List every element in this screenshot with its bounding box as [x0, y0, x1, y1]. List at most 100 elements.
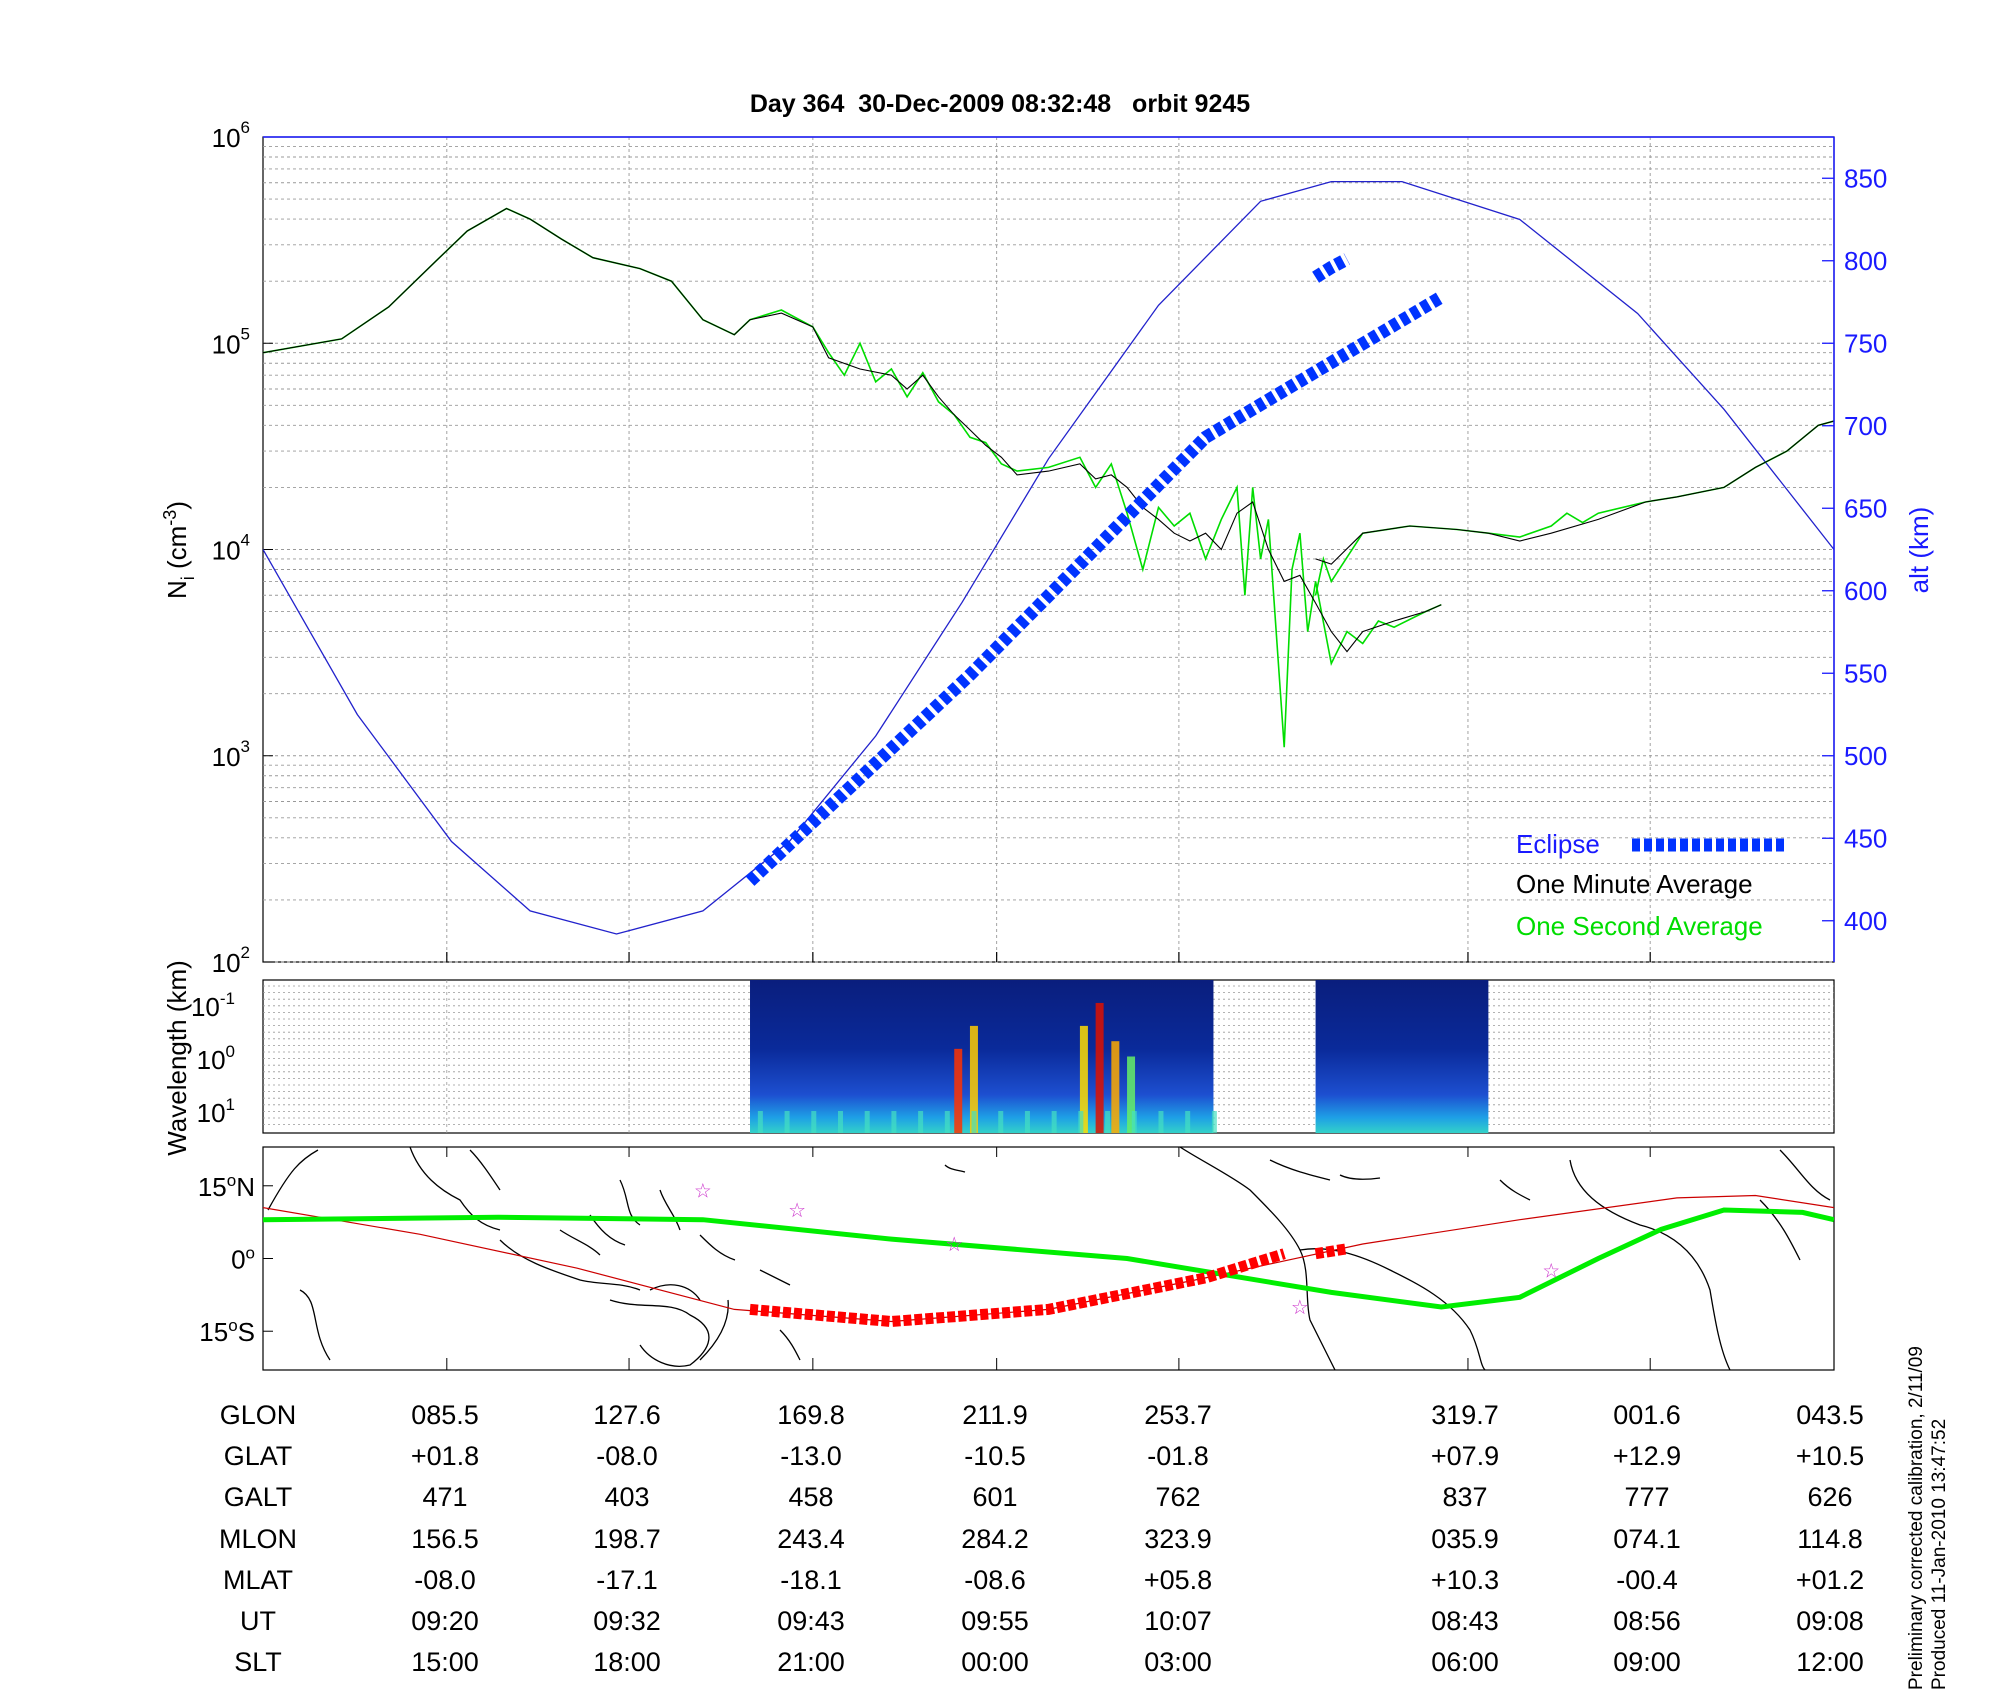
- table-cell: -17.1: [596, 1564, 658, 1595]
- y-tick-label: 105: [212, 324, 250, 359]
- altitude-y2-ticks: 400 450 500 550 600 650 700 750 800 850: [1822, 163, 1887, 936]
- one-second-segment: [263, 207, 1442, 748]
- table-cell: 211.9: [962, 1400, 1028, 1430]
- legend-second-label: One Second Average: [1516, 911, 1763, 941]
- y-tick-label: 106: [212, 118, 250, 153]
- eclipse-track-segment: [749, 1248, 1286, 1328]
- footer-line-1: Preliminary corrected calibration, 2/11/…: [1906, 1346, 1927, 1690]
- y2-tick-label: 450: [1844, 823, 1887, 853]
- map-grid: [446, 1147, 1651, 1370]
- spec-y-tick-label: 100: [197, 1042, 235, 1075]
- one-minute-segment: [263, 207, 1442, 653]
- spectrogram-band: [837, 1111, 843, 1133]
- table-cell: +01.2: [1795, 1564, 1865, 1595]
- table-cell: 198.7: [593, 1523, 661, 1554]
- spectrogram-data: [750, 980, 1489, 1133]
- spec-y-tick-label: 101: [197, 1095, 235, 1128]
- table-cell: +01.8: [410, 1441, 480, 1472]
- table-cell: 09:00: [1613, 1647, 1681, 1678]
- spectrogram-band: [1078, 1111, 1084, 1133]
- map-y-tick-label: 0o: [231, 1244, 255, 1275]
- table-cell: 471: [422, 1482, 468, 1513]
- table-cell: 03:00: [1144, 1647, 1212, 1678]
- table-cell: 035.9: [1431, 1523, 1499, 1554]
- y2-tick-label: 400: [1844, 906, 1887, 936]
- map-y-ticks: 15oN 0o 15oS: [198, 1171, 273, 1347]
- spectrogram-peak: [1079, 1025, 1088, 1133]
- star-marker: ☆: [1542, 1261, 1560, 1283]
- table-cell: +10.5: [1795, 1441, 1865, 1472]
- spectrogram-y-ticks: 10-1 100 101: [191, 989, 235, 1128]
- table-cell: 319.7: [1431, 1400, 1499, 1430]
- table-row-label: UT: [240, 1606, 276, 1636]
- spectrogram-band: [891, 1111, 897, 1133]
- eclipse-track-segment: [1314, 1243, 1348, 1260]
- table-cell: -18.1: [780, 1564, 842, 1595]
- spectrogram-band: [811, 1111, 817, 1133]
- spectrogram-band: [998, 1111, 1004, 1133]
- y2-tick-label: 700: [1844, 411, 1887, 441]
- table-cell: 458: [788, 1482, 834, 1513]
- table-cell: 253.7: [1144, 1400, 1212, 1430]
- map-stars: ☆ ☆ ☆ ☆ ☆: [694, 1181, 1560, 1319]
- table-cell: 156.5: [411, 1523, 479, 1554]
- table-cell: 09:32: [593, 1606, 661, 1636]
- spectrogram-band: [864, 1111, 870, 1133]
- table-cell: 243.4: [777, 1523, 845, 1554]
- table-row-label: GLON: [219, 1400, 297, 1430]
- spectrogram-band: [1211, 1111, 1217, 1133]
- table-cell: 21:00: [777, 1647, 845, 1678]
- table-cell: 626: [1807, 1482, 1853, 1513]
- table-cell: 777: [1624, 1482, 1670, 1513]
- table-cell: 074.1: [1613, 1523, 1681, 1554]
- table-cell: 127.6: [593, 1400, 661, 1430]
- table-cell: 15:00: [411, 1647, 479, 1678]
- spectrogram-peak: [1095, 1002, 1104, 1133]
- table-cell: 09:20: [411, 1606, 479, 1636]
- spectrogram-band: [1024, 1111, 1030, 1133]
- y-tick-label: 103: [212, 737, 250, 772]
- table-cell: +12.9: [1612, 1441, 1682, 1472]
- spectrogram-peak: [969, 1025, 978, 1133]
- spectrogram-peak: [1127, 1056, 1136, 1133]
- table-cell: 837: [1442, 1482, 1488, 1513]
- table-cell: -13.0: [780, 1441, 842, 1472]
- legend-minute-label: One Minute Average: [1516, 869, 1753, 899]
- table-row-label: GALT: [223, 1482, 293, 1513]
- spectrogram-ylabel: Wavelength (km): [162, 960, 192, 1156]
- magnetic-equator-line: [263, 1207, 1834, 1310]
- spectrogram-band: [918, 1111, 924, 1133]
- table-cell: 323.9: [1144, 1523, 1212, 1554]
- map-y-tick-label: 15oS: [199, 1316, 255, 1347]
- star-marker: ☆: [694, 1181, 712, 1203]
- density-ylabel: Ni (cm-3): [160, 501, 198, 599]
- table-cell: 08:56: [1613, 1606, 1681, 1636]
- map-coastlines: [267, 1147, 1831, 1370]
- table-cell: 00:00: [961, 1647, 1029, 1678]
- table-cell: 284.2: [961, 1523, 1029, 1554]
- y2-tick-label: 800: [1844, 246, 1887, 276]
- table-cell: -01.8: [1147, 1441, 1209, 1472]
- page-title: Day 364 30-Dec-2009 08:32:48 orbit 9245: [749, 90, 1251, 118]
- spectrogram-band: [1158, 1111, 1164, 1133]
- table-cell: 169.8: [777, 1400, 845, 1430]
- table-row-label: SLT: [234, 1647, 282, 1678]
- density-y-ticks: 102 103 104 105 106: [212, 118, 273, 978]
- table-cell: 09:55: [961, 1606, 1029, 1636]
- star-marker: ☆: [1291, 1297, 1309, 1319]
- spectrogram-band: [971, 1111, 977, 1133]
- spectrogram-band: [1105, 1111, 1111, 1133]
- calibration-footer: Preliminary corrected calibration, 2/11/…: [1905, 1346, 1951, 1690]
- eclipse-segment: [1312, 253, 1351, 283]
- spectrogram-band: [944, 1111, 950, 1133]
- eclipse-line: [745, 253, 1445, 886]
- table-cell: 762: [1155, 1482, 1201, 1513]
- table-row-label: MLAT: [222, 1564, 293, 1595]
- y2-tick-label: 500: [1844, 741, 1887, 771]
- footer-line-2: Produced 11-Jan-2010 13:47:52: [1929, 1418, 1950, 1690]
- eclipse-track-line: [749, 1243, 1348, 1328]
- map-y-tick-label: 15oN: [198, 1171, 255, 1202]
- table-cell: 18:00: [593, 1647, 661, 1678]
- y2-tick-label: 600: [1844, 576, 1887, 606]
- one-minute-average-line: [263, 207, 1834, 653]
